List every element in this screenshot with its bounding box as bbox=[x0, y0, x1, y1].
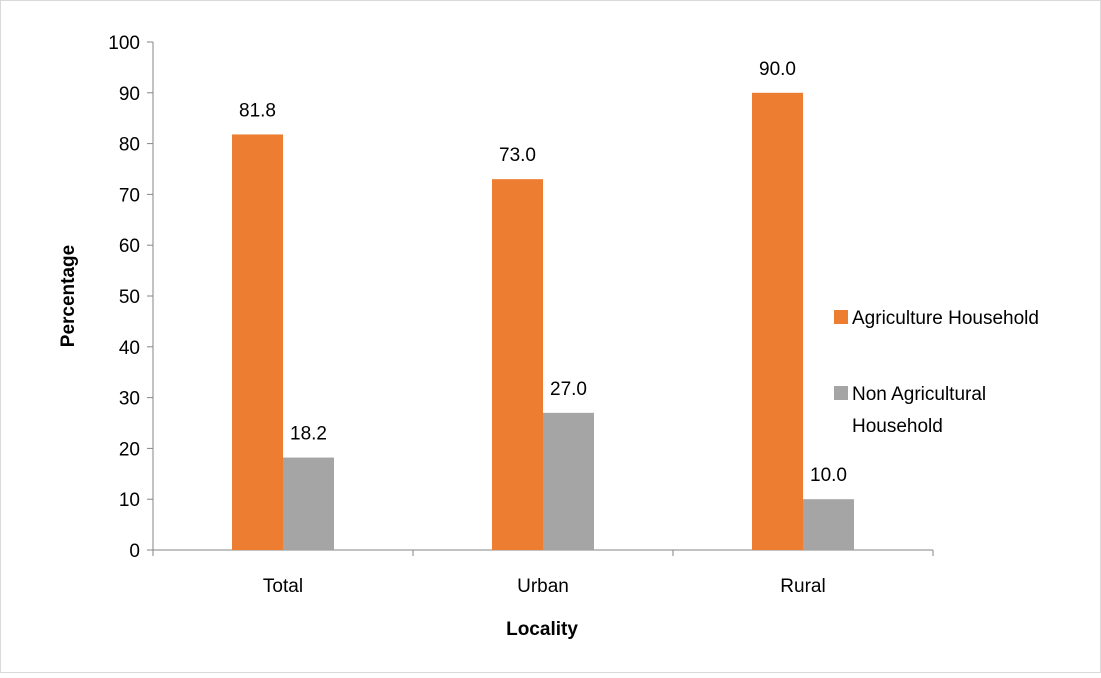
x-tick-label: Urban bbox=[517, 576, 569, 597]
data-label: 90.0 bbox=[759, 59, 796, 80]
data-label: 27.0 bbox=[550, 379, 587, 400]
x-axis-title: Locality bbox=[506, 619, 578, 640]
y-axis-title: Percentage bbox=[58, 245, 79, 347]
legend: Agriculture Household Non Agricultural Hou… bbox=[834, 308, 1039, 437]
legend-item: Agriculture Household bbox=[834, 308, 1039, 329]
y-tick-label: 0 bbox=[129, 541, 140, 562]
y-tick-label: 90 bbox=[119, 84, 140, 105]
axes: 0 10 20 30 40 50 60 70 80 90 100 Total Urban Rural bbox=[108, 33, 934, 597]
bar bbox=[232, 134, 283, 550]
y-tick-label: 30 bbox=[119, 389, 140, 410]
data-label: 81.8 bbox=[239, 100, 276, 121]
y-tick-label: 60 bbox=[119, 236, 140, 257]
y-tick-label: 70 bbox=[119, 185, 140, 206]
legend-label: Non Agricultural Household bbox=[852, 384, 986, 437]
y-tick-label: 10 bbox=[119, 490, 140, 511]
legend-label-line: Non Agricultural bbox=[852, 384, 986, 405]
legend-label-line: Household bbox=[852, 416, 943, 437]
legend-swatch bbox=[834, 386, 848, 400]
data-label: 18.2 bbox=[290, 424, 327, 445]
y-tick-label: 50 bbox=[119, 287, 140, 308]
data-label: 10.0 bbox=[810, 465, 847, 486]
data-label: 73.0 bbox=[499, 145, 536, 166]
bar bbox=[752, 92, 803, 551]
legend-label-line: Agriculture Household bbox=[852, 308, 1039, 329]
y-tick-label: 80 bbox=[119, 135, 140, 156]
legend-swatch bbox=[834, 310, 848, 324]
bar bbox=[283, 457, 334, 550]
x-tick-label: Total bbox=[263, 576, 303, 597]
legend-item: Non Agricultural Household bbox=[834, 384, 986, 437]
legend-label: Agriculture Household bbox=[852, 308, 1039, 329]
y-tick-label: 40 bbox=[119, 338, 140, 359]
y-tick-label: 20 bbox=[119, 439, 140, 460]
x-tick-label: Rural bbox=[780, 576, 825, 597]
bars bbox=[232, 92, 854, 551]
bar bbox=[543, 412, 594, 550]
bar bbox=[492, 179, 543, 550]
bar bbox=[803, 499, 854, 550]
data-labels: 81.8 18.2 73.0 27.0 90.0 10.0 bbox=[239, 59, 847, 486]
y-tick-label: 100 bbox=[108, 33, 140, 54]
